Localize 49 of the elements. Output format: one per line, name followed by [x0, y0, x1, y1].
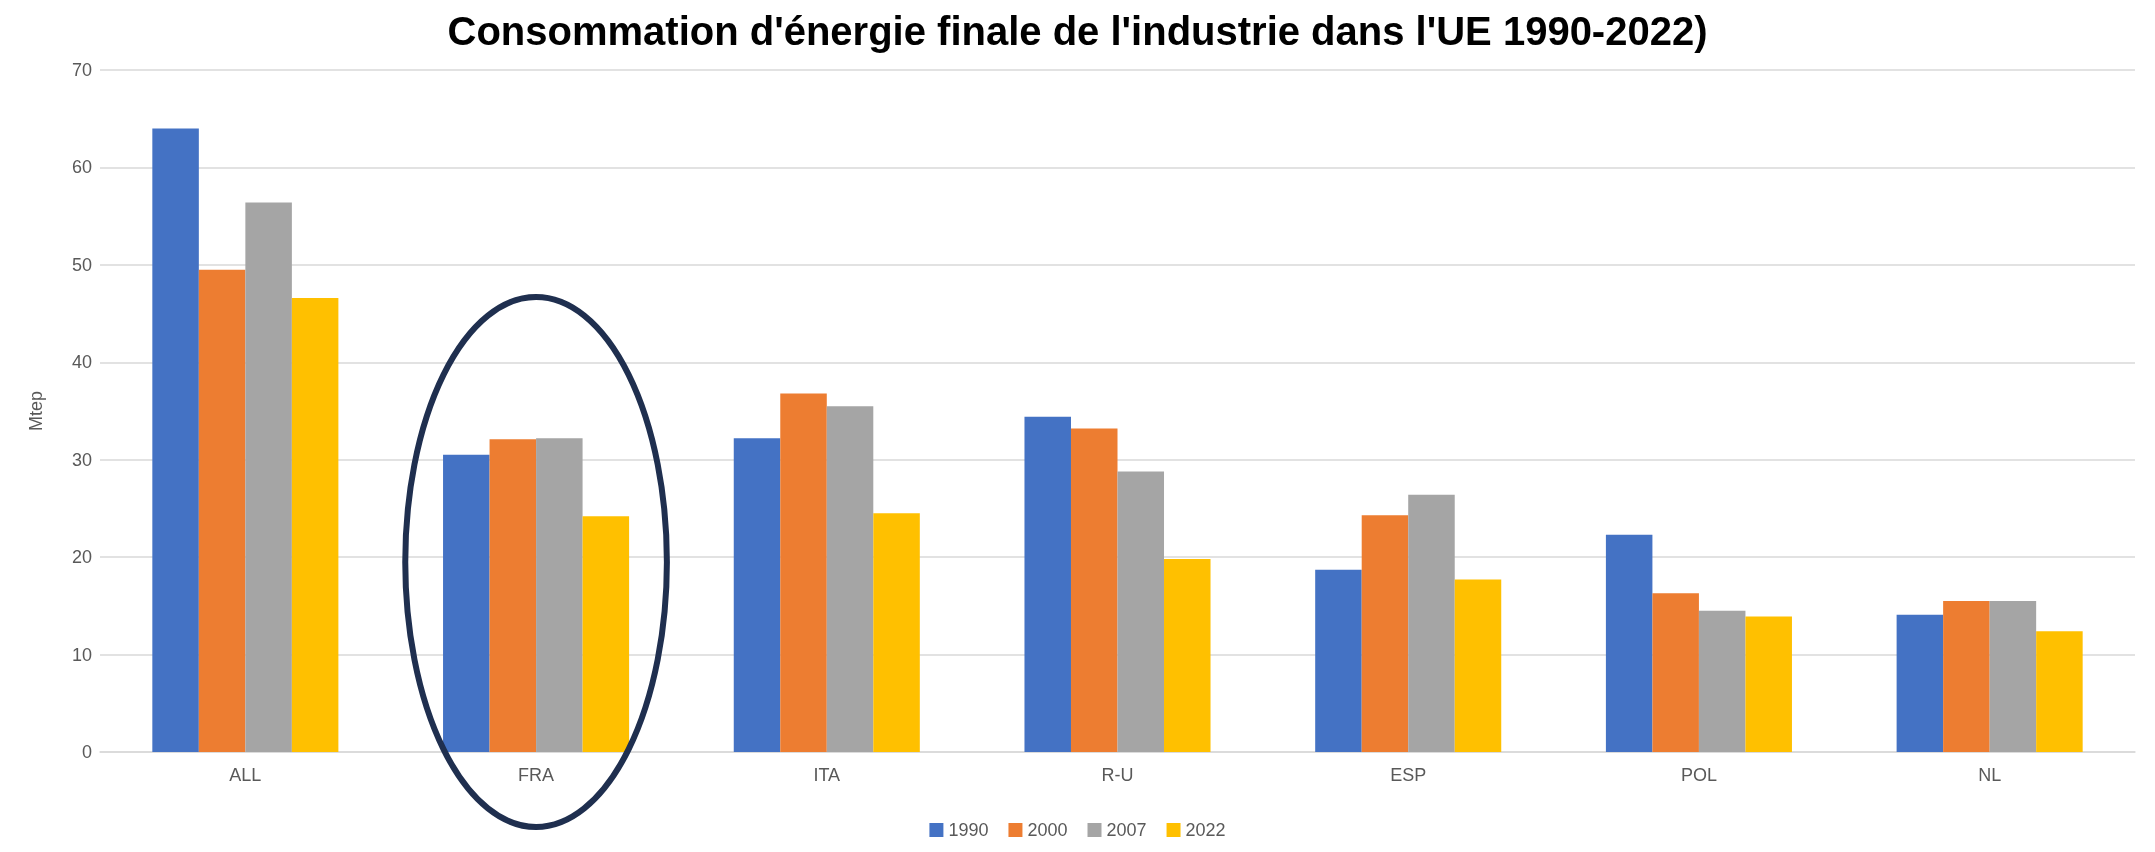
legend-label: 2007 — [1106, 820, 1147, 840]
bar — [1989, 600, 2037, 752]
bar — [1454, 579, 1502, 752]
x-tick-label: ALL — [229, 765, 262, 785]
y-axis-title: Mtep — [26, 390, 46, 432]
bar — [152, 128, 199, 752]
y-tick-label: 40 — [71, 352, 92, 373]
bar — [489, 439, 537, 752]
y-tick-label: 50 — [71, 254, 92, 275]
y-tick-label: 30 — [71, 449, 92, 470]
bar — [1605, 534, 1653, 752]
bar — [536, 438, 583, 752]
bar — [1698, 610, 1746, 752]
bar — [873, 513, 920, 752]
y-tick-label: 0 — [81, 742, 92, 762]
bar — [1164, 559, 1211, 752]
bar — [1896, 614, 1944, 752]
x-tick-label: ESP — [1390, 765, 1427, 785]
bar — [1745, 616, 1792, 752]
chart-title: Consommation d'énergie finale de l'industrie dans l'UE 1990-2022) — [447, 9, 1708, 53]
bar — [733, 438, 781, 752]
legend-label: 1990 — [948, 820, 989, 840]
bar — [198, 269, 246, 752]
bar — [582, 516, 630, 752]
bar — [1943, 600, 1990, 752]
x-tick-label: ITA — [813, 765, 841, 785]
bar — [291, 297, 339, 752]
bar — [443, 454, 490, 752]
bar — [1408, 494, 1455, 752]
bar — [780, 393, 827, 752]
bar — [1361, 515, 1409, 752]
bar — [245, 202, 292, 752]
y-tick-label: 70 — [71, 60, 92, 80]
x-tick-label: NL — [1978, 765, 2002, 785]
legend-label: 2022 — [1185, 820, 1226, 840]
bar — [1652, 593, 1699, 752]
bar — [2036, 631, 2083, 752]
x-tick-label: R-U — [1101, 765, 1134, 785]
bar — [1117, 471, 1165, 752]
y-tick-label: 20 — [71, 547, 92, 568]
x-tick-label: FRA — [518, 765, 555, 785]
x-tick-label: POL — [1680, 765, 1717, 785]
y-tick-label: 10 — [71, 644, 92, 665]
bar — [826, 406, 874, 752]
bar — [1024, 416, 1071, 752]
bar — [1070, 428, 1118, 752]
bar — [1315, 569, 1362, 752]
y-tick-label: 60 — [71, 157, 92, 178]
legend-label: 2000 — [1027, 820, 1068, 840]
